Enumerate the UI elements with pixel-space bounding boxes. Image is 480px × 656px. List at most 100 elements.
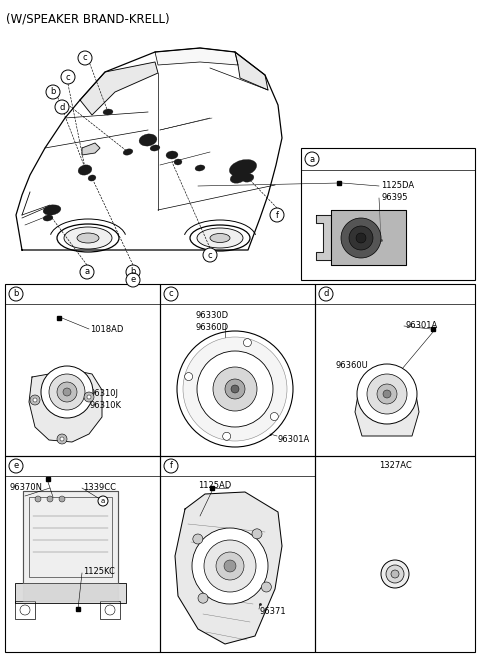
Circle shape [164, 287, 178, 301]
Circle shape [41, 366, 93, 418]
Ellipse shape [190, 225, 250, 251]
Circle shape [243, 338, 252, 346]
Circle shape [224, 560, 236, 572]
Circle shape [204, 540, 256, 592]
Circle shape [57, 382, 77, 402]
Text: b: b [13, 289, 19, 298]
Text: 96360D: 96360D [195, 323, 228, 331]
Polygon shape [155, 48, 238, 65]
Text: 96310K: 96310K [90, 401, 122, 409]
Bar [100, 601, 120, 619]
Text: b: b [130, 268, 136, 276]
Circle shape [78, 51, 92, 65]
Circle shape [177, 331, 293, 447]
Ellipse shape [230, 173, 246, 183]
Polygon shape [355, 389, 419, 436]
Circle shape [386, 565, 404, 583]
Circle shape [84, 392, 94, 402]
Text: c: c [208, 251, 212, 260]
Polygon shape [29, 370, 102, 442]
Circle shape [9, 459, 23, 473]
Circle shape [216, 552, 244, 580]
Circle shape [381, 560, 409, 588]
Text: b: b [50, 87, 56, 96]
Polygon shape [23, 491, 118, 601]
Circle shape [213, 367, 257, 411]
Circle shape [377, 384, 397, 404]
Circle shape [198, 593, 208, 603]
Bar [160, 284, 315, 456]
Text: c: c [66, 73, 70, 81]
Circle shape [63, 388, 71, 396]
Circle shape [126, 265, 140, 279]
Text: 96371: 96371 [260, 607, 287, 615]
Text: 1339CC: 1339CC [83, 483, 116, 493]
Bar [160, 456, 315, 652]
Circle shape [185, 373, 192, 380]
Ellipse shape [229, 159, 257, 176]
Circle shape [192, 528, 268, 604]
Text: d: d [324, 289, 329, 298]
Ellipse shape [139, 134, 157, 146]
Circle shape [319, 287, 333, 301]
Text: 1327AC: 1327AC [379, 462, 411, 470]
Ellipse shape [77, 233, 99, 243]
Circle shape [87, 395, 91, 399]
Text: 96301A: 96301A [278, 434, 310, 443]
Text: 96330D: 96330D [195, 312, 228, 321]
Polygon shape [82, 143, 100, 155]
Circle shape [164, 459, 178, 473]
Polygon shape [316, 215, 331, 260]
Bar [301, 148, 475, 280]
Bar [5, 456, 160, 652]
Bar [23, 491, 118, 601]
Text: (W/SPEAKER BRAND-KRELL): (W/SPEAKER BRAND-KRELL) [6, 12, 169, 25]
Text: 1125DA: 1125DA [381, 182, 414, 190]
Bar [15, 601, 35, 619]
Bar [5, 284, 160, 456]
Text: 96395: 96395 [381, 194, 408, 203]
Text: a: a [101, 498, 105, 504]
Text: 1018AD: 1018AD [90, 325, 123, 333]
Circle shape [356, 233, 366, 243]
Ellipse shape [123, 149, 133, 155]
Text: 96360U: 96360U [335, 361, 368, 371]
Circle shape [126, 273, 140, 287]
Circle shape [98, 496, 108, 506]
Bar [315, 456, 475, 652]
Circle shape [57, 434, 67, 444]
Ellipse shape [197, 228, 243, 248]
Circle shape [252, 529, 262, 539]
Circle shape [231, 385, 239, 393]
Circle shape [33, 398, 37, 402]
Circle shape [305, 152, 319, 166]
Text: e: e [13, 462, 19, 470]
Ellipse shape [166, 151, 178, 159]
Bar [29, 497, 112, 577]
Text: a: a [84, 268, 90, 276]
Circle shape [55, 100, 69, 114]
Circle shape [193, 534, 203, 544]
Circle shape [46, 85, 60, 99]
Circle shape [60, 437, 64, 441]
Circle shape [30, 395, 40, 405]
Text: a: a [310, 155, 314, 163]
Circle shape [80, 265, 94, 279]
Ellipse shape [88, 175, 96, 181]
Circle shape [341, 218, 381, 258]
Circle shape [105, 605, 115, 615]
Ellipse shape [43, 205, 61, 215]
Circle shape [9, 287, 23, 301]
Ellipse shape [103, 109, 113, 115]
Ellipse shape [242, 174, 254, 182]
Circle shape [203, 248, 217, 262]
Circle shape [383, 390, 391, 398]
Text: 1125AD: 1125AD [198, 482, 231, 491]
Ellipse shape [150, 145, 160, 151]
Text: 96301A: 96301A [405, 321, 437, 331]
Ellipse shape [210, 234, 230, 243]
Text: c: c [83, 54, 87, 62]
Polygon shape [80, 62, 158, 115]
Circle shape [59, 496, 65, 502]
Text: e: e [131, 276, 136, 285]
